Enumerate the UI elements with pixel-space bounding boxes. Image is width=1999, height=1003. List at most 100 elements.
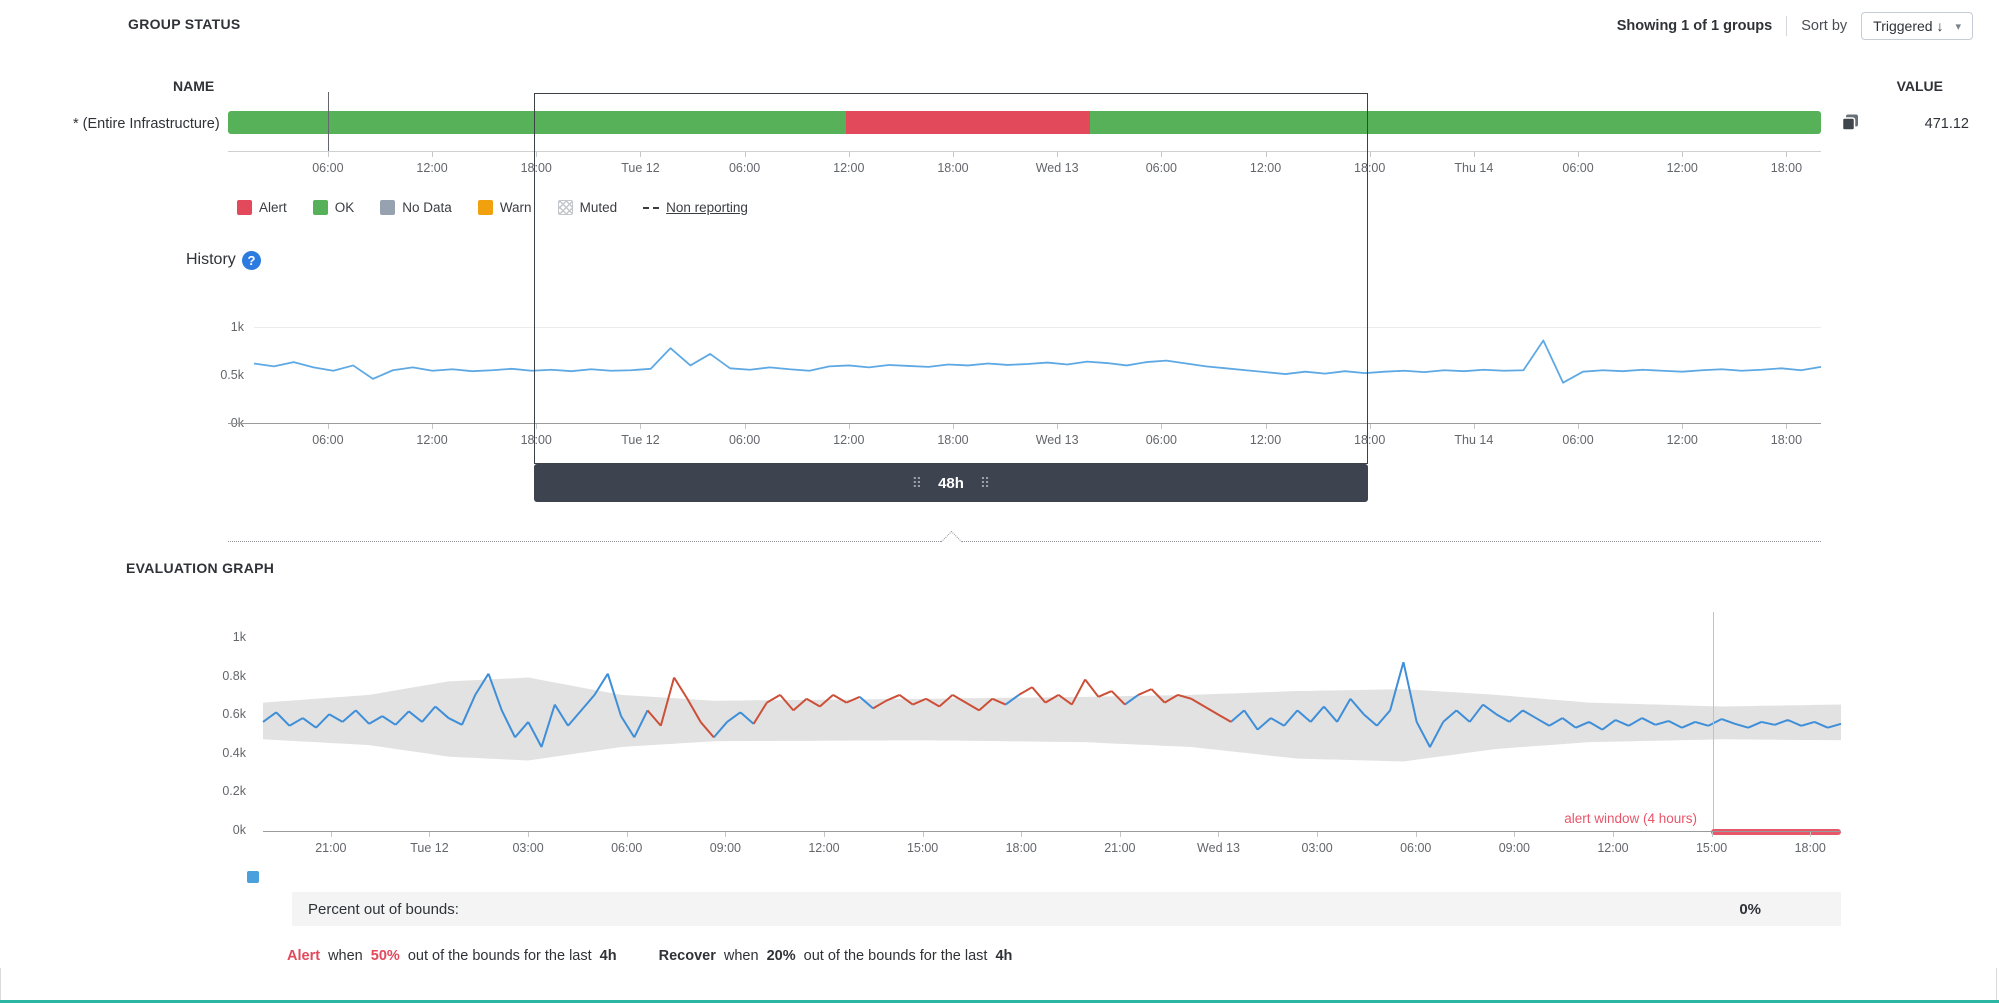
legend-item-ok: OK (312, 200, 354, 215)
axis-tick-label: Thu 14 (1454, 433, 1494, 447)
bottom-accent-line (0, 1000, 1999, 1003)
percent-label: Percent out of bounds: (308, 900, 459, 918)
recover-window-duration: 4h (995, 948, 1013, 964)
evaluation-y-axis: 1k 0.8k 0.6k 0.4k 0.2k 0k (188, 630, 252, 837)
axis-tick-label: 09:00 (1498, 841, 1530, 855)
axis-tick-label: 12:00 (1666, 433, 1698, 447)
axis-tick-label: Wed 13 (1197, 841, 1240, 855)
axis-tick-label: 06:00 (1562, 433, 1594, 447)
axis-tick-mark (744, 424, 746, 429)
axis-tick-mark (1057, 424, 1059, 429)
threshold-text: out of the bounds for the last (803, 948, 988, 964)
connector-notch (940, 530, 963, 553)
axis-tick-label: 18:00 (937, 161, 969, 175)
axis-tick-mark (1021, 832, 1023, 837)
ok-swatch-icon (312, 200, 328, 215)
status-bar[interactable] (228, 111, 1821, 134)
layers-icon[interactable] (1840, 112, 1861, 133)
axis-tick-label: Wed 13 (1035, 433, 1079, 447)
y-axis-label: 0.4k (222, 745, 246, 760)
axis-tick-label: 12:00 (808, 841, 840, 855)
y-axis-label: 1k (230, 320, 244, 334)
axis-tick-mark (1161, 152, 1163, 157)
axis-tick-label: Tue 12 (621, 161, 660, 175)
axis-tick-mark (1317, 832, 1319, 837)
axis-tick-label: 12:00 (1597, 841, 1629, 855)
status-legend: Alert OK No Data Warn Muted Non reporting (237, 200, 748, 215)
brush-handle-bar[interactable]: ⠿ 48h ⠿ (534, 464, 1368, 502)
alert-keyword: Alert (287, 948, 321, 964)
axis-tick-label: 15:00 (1695, 841, 1728, 855)
axis-tick-label: 21:00 (315, 841, 347, 855)
legend-label: Alert (259, 200, 287, 215)
sort-dropdown[interactable]: Triggered ↓ ▾ (1861, 12, 1973, 40)
axis-tick-mark (1218, 832, 1220, 837)
axis-tick-mark (330, 832, 332, 837)
axis-tick-label: 06:00 (611, 841, 643, 855)
non-reporting-dash-icon (643, 206, 660, 209)
axis-tick-label: Tue 12 (621, 433, 660, 447)
axis-tick-mark (952, 152, 954, 157)
axis-tick-mark (1057, 152, 1059, 157)
axis-tick-label: 18:00 (1794, 841, 1826, 855)
legend-label: Warn (499, 200, 532, 215)
connector-dotted-line (228, 541, 1821, 542)
header-divider (1786, 16, 1788, 36)
series-legend-marker (247, 871, 259, 883)
evaluation-chart[interactable] (263, 637, 1841, 830)
axis-tick-label: 03:00 (512, 841, 544, 855)
status-segment-ok[interactable] (228, 111, 847, 134)
y-axis-label: 0.6k (222, 707, 246, 722)
help-glyph: ? (247, 253, 256, 268)
no-data-swatch-icon (380, 200, 396, 215)
axis-tick-mark (626, 832, 628, 837)
axis-tick-mark (1514, 832, 1516, 837)
axis-tick-mark (1265, 424, 1267, 429)
axis-tick-mark (744, 152, 746, 157)
header-controls: Showing 1 of 1 groups Sort by Triggered … (1617, 12, 1973, 40)
axis-tick-mark (1578, 152, 1580, 157)
axis-tick-mark (1682, 152, 1684, 157)
axis-tick-mark (640, 424, 642, 429)
axis-tick-label: Thu 14 (1454, 161, 1494, 175)
legend-label: Non reporting (666, 200, 748, 215)
alert-window-duration: 4h (599, 948, 617, 964)
threshold-text: when (723, 948, 759, 964)
drag-handle-icon[interactable]: ⠿ (979, 474, 991, 491)
axis-tick-label: 21:00 (1104, 841, 1136, 855)
alert-swatch-icon (237, 200, 252, 215)
threshold-text: when (328, 948, 363, 964)
legend-item-muted: Muted (557, 200, 617, 215)
status-segment-ok[interactable] (1089, 111, 1821, 134)
y-axis-label: 0.2k (222, 784, 246, 799)
chevron-down-icon: ▾ (1955, 20, 1961, 33)
evaluation-cursor-line (1713, 612, 1714, 831)
showing-groups-count: Showing 1 of 1 groups (1616, 18, 1773, 34)
axis-tick-label: 12:00 (1249, 433, 1282, 447)
group-name-link[interactable]: * (Entire Infrastructure) (73, 116, 220, 132)
brush-duration-label: 48h (938, 474, 964, 492)
axis-tick-label: 06:00 (728, 161, 761, 175)
axis-tick-label: 18:00 (520, 161, 552, 175)
drag-handle-icon[interactable]: ⠿ (911, 474, 923, 491)
axis-tick-mark (429, 832, 431, 837)
percent-value: 0% (1739, 900, 1761, 918)
history-heading: History (186, 251, 236, 268)
status-segment-alert[interactable] (846, 111, 1090, 134)
history-chart[interactable] (254, 327, 1821, 424)
axis-tick-mark (1682, 424, 1684, 429)
axis-tick-mark (536, 152, 538, 157)
panel-right-edge (1996, 968, 1997, 1003)
sort-by-label: Sort by (1801, 18, 1848, 34)
alert-threshold-value: 50% (370, 948, 400, 964)
help-icon[interactable]: ? (242, 251, 261, 270)
alert-window-bar (1711, 829, 1841, 835)
axis-tick-mark (1161, 424, 1163, 429)
panel-left-edge (0, 968, 1, 1003)
axis-tick-label: 12:00 (416, 433, 448, 447)
axis-tick-mark (1786, 152, 1788, 157)
axis-tick-mark (1415, 832, 1417, 837)
axis-tick-mark (536, 424, 538, 429)
axis-tick-mark (327, 152, 329, 157)
